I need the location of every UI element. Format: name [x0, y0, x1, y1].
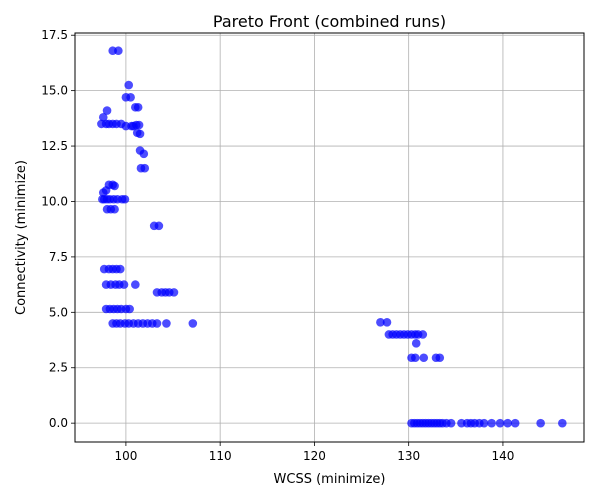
scatter-point: [129, 121, 138, 131]
y-axis-ticks: 0.0 2.5 5.0 7.5 10.0 12.5 15.0 17.5: [41, 28, 75, 430]
y-tick-label: 12.5: [41, 139, 68, 153]
scatter-point: [495, 418, 505, 428]
x-tick-label: 110: [209, 449, 232, 463]
scatter-point: [418, 330, 428, 339]
scatter-point: [479, 418, 489, 428]
x-tick-label: 120: [303, 449, 326, 463]
grid: [75, 33, 584, 442]
scatter-point: [102, 106, 112, 115]
y-tick-label: 10.0: [41, 194, 68, 208]
scatter-point: [110, 204, 119, 214]
scatter-point: [124, 80, 134, 90]
chart-title: Pareto Front (combined runs): [213, 12, 446, 31]
scatter-point: [140, 163, 150, 173]
y-tick-label: 2.5: [49, 361, 68, 375]
y-axis-label: Connectivity (minimize): [14, 160, 29, 315]
scatter-point: [133, 102, 143, 112]
scatter-point: [188, 319, 198, 328]
scatter-point: [435, 353, 445, 363]
scatter-point: [110, 181, 119, 191]
scatter-point: [536, 418, 545, 428]
y-tick-label: 5.0: [49, 305, 68, 319]
y-tick-label: 0.0: [49, 416, 68, 430]
scatter-point: [126, 92, 135, 102]
y-tick-label: 7.5: [49, 250, 68, 264]
x-axis-label: WCSS (minimize): [274, 472, 386, 487]
scatter-point: [410, 353, 420, 363]
scatter-point: [558, 418, 567, 428]
scatter-point: [119, 280, 129, 289]
y-tick-label: 17.5: [41, 28, 68, 42]
scatter-point: [114, 46, 123, 56]
scatter-point: [125, 304, 134, 314]
scatter-point: [446, 418, 456, 428]
scatter-point: [152, 319, 162, 328]
data-points: [97, 46, 567, 428]
x-axis-ticks: 100 110 120 130 140: [114, 442, 514, 463]
scatter-point: [162, 319, 171, 328]
scatter-point: [120, 194, 130, 204]
scatter-point: [503, 418, 512, 428]
scatter-point: [101, 186, 111, 195]
scatter-point: [169, 288, 179, 297]
plot-frame: [74, 32, 585, 443]
scatter-point: [376, 317, 385, 327]
x-tick-label: 130: [397, 449, 420, 463]
scatter-point: [98, 112, 108, 122]
x-tick-label: 100: [114, 449, 137, 463]
scatter-point: [115, 264, 125, 274]
scatter-point: [132, 128, 142, 138]
scatter-point: [131, 280, 140, 289]
scatter-point: [382, 317, 392, 327]
scatter-point: [154, 221, 164, 231]
scatter-point: [510, 418, 520, 428]
scatter-point: [411, 339, 421, 348]
scatter-point: [419, 353, 429, 363]
y-tick-label: 15.0: [41, 84, 68, 98]
scatter-point: [139, 149, 149, 159]
x-tick-label: 140: [491, 449, 514, 463]
scatter-point: [487, 418, 496, 428]
